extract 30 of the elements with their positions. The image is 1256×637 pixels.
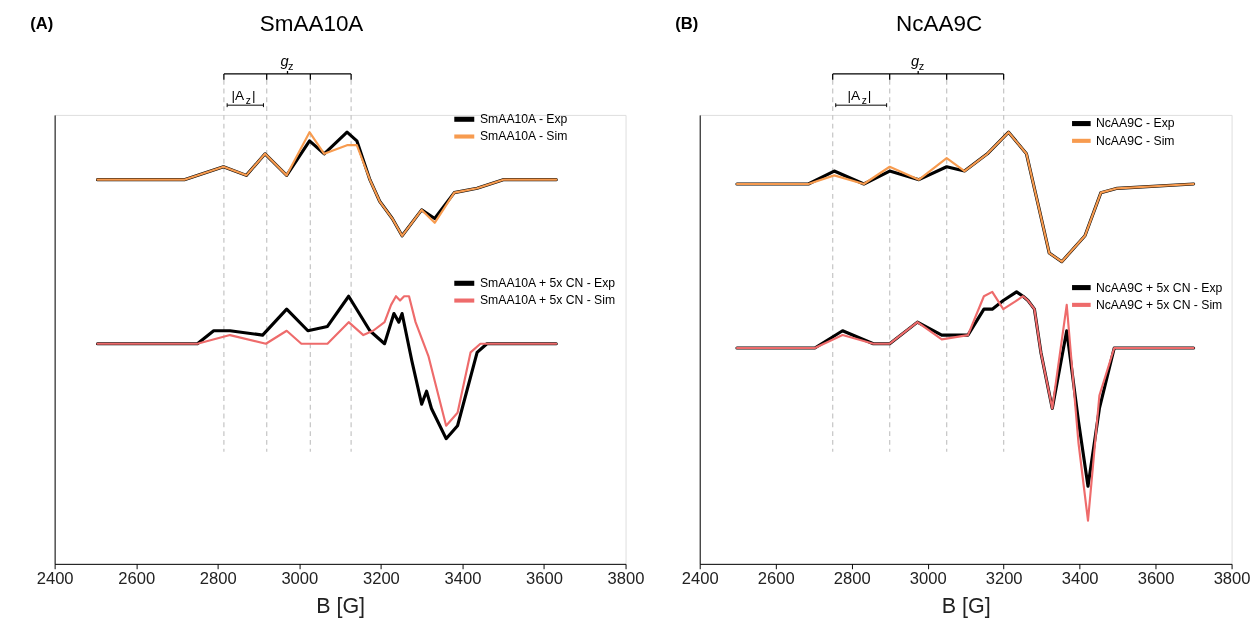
x-tick-label: 3400 <box>444 568 482 588</box>
chart-title: NcAA9C <box>896 11 983 37</box>
x-tick-label: 2800 <box>833 568 871 588</box>
x-tick-label: 3800 <box>607 568 645 588</box>
text: (B) <box>675 14 699 34</box>
x-tick-label: 3200 <box>362 568 400 588</box>
x-tick-label: 3200 <box>985 568 1023 588</box>
x-tick-label: 2600 <box>118 568 156 588</box>
x-tick-label: 2400 <box>681 568 719 588</box>
x-tick-label: 2400 <box>36 568 74 588</box>
legend-label: SmAA10A - Sim <box>479 129 568 144</box>
x-tick-label: 3000 <box>909 568 947 588</box>
legend-label: NcAA9C + 5x CN - Exp <box>1095 280 1223 295</box>
text: (A) <box>30 14 54 34</box>
x-tick-label: 3000 <box>281 568 319 588</box>
legend-label: SmAA10A - Exp <box>479 112 568 127</box>
chart-title: SmAA10A <box>259 11 364 37</box>
legend-label: NcAA9C + 5x CN - Sim <box>1095 297 1223 312</box>
x-tick-label: 3800 <box>1213 568 1251 588</box>
x-tick-label: 2800 <box>199 568 237 588</box>
x-tick-label: 3600 <box>1137 568 1175 588</box>
x-tick-label: 2600 <box>757 568 795 588</box>
legend-label: SmAA10A + 5x CN - Sim <box>479 293 616 308</box>
legend-label: NcAA9C - Sim <box>1095 133 1175 148</box>
x-tick-label: 3600 <box>526 568 563 588</box>
x-tick-label: 3400 <box>1061 568 1099 588</box>
x-axis-title: B [G] <box>316 594 366 619</box>
x-axis-title: B [G] <box>941 594 991 619</box>
legend-label: NcAA9C - Exp <box>1095 116 1175 131</box>
legend-label: SmAA10A + 5x CN - Exp <box>479 276 616 291</box>
